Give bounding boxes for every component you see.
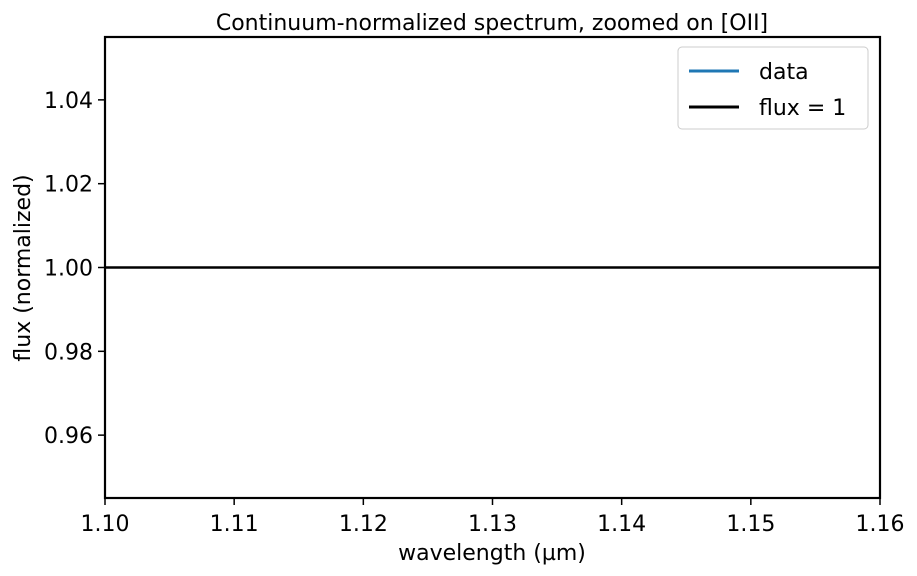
legend-label-flux-1: flux = 1 xyxy=(759,96,846,121)
y-tick-label: 1.00 xyxy=(44,257,93,282)
x-tick-label: 1.14 xyxy=(597,512,646,537)
x-axis-label: wavelength (µm) xyxy=(398,541,586,566)
y-tick-label: 1.04 xyxy=(44,89,93,114)
x-tick-label: 1.10 xyxy=(81,512,130,537)
y-axis-label: flux (normalized) xyxy=(11,174,36,361)
x-tick-label: 1.15 xyxy=(726,512,775,537)
chart-title: Continuum-normalized spectrum, zoomed on… xyxy=(216,11,768,36)
y-tick-label: 0.98 xyxy=(44,340,93,365)
y-tick-label: 1.02 xyxy=(44,173,93,198)
y-tick-label: 0.96 xyxy=(44,424,93,449)
legend-label-data: data xyxy=(759,60,809,85)
x-tick-label: 1.12 xyxy=(339,512,388,537)
x-tick-label: 1.16 xyxy=(856,512,905,537)
y-axis: 0.96 0.98 1.00 1.02 1.04 xyxy=(44,89,105,449)
x-axis: 1.10 1.11 1.12 1.13 1.14 1.15 1.16 xyxy=(81,498,905,537)
plot-frame xyxy=(103,35,882,500)
x-tick-label: 1.11 xyxy=(210,512,259,537)
legend: data flux = 1 xyxy=(677,46,869,130)
x-tick-label: 1.13 xyxy=(468,512,517,537)
